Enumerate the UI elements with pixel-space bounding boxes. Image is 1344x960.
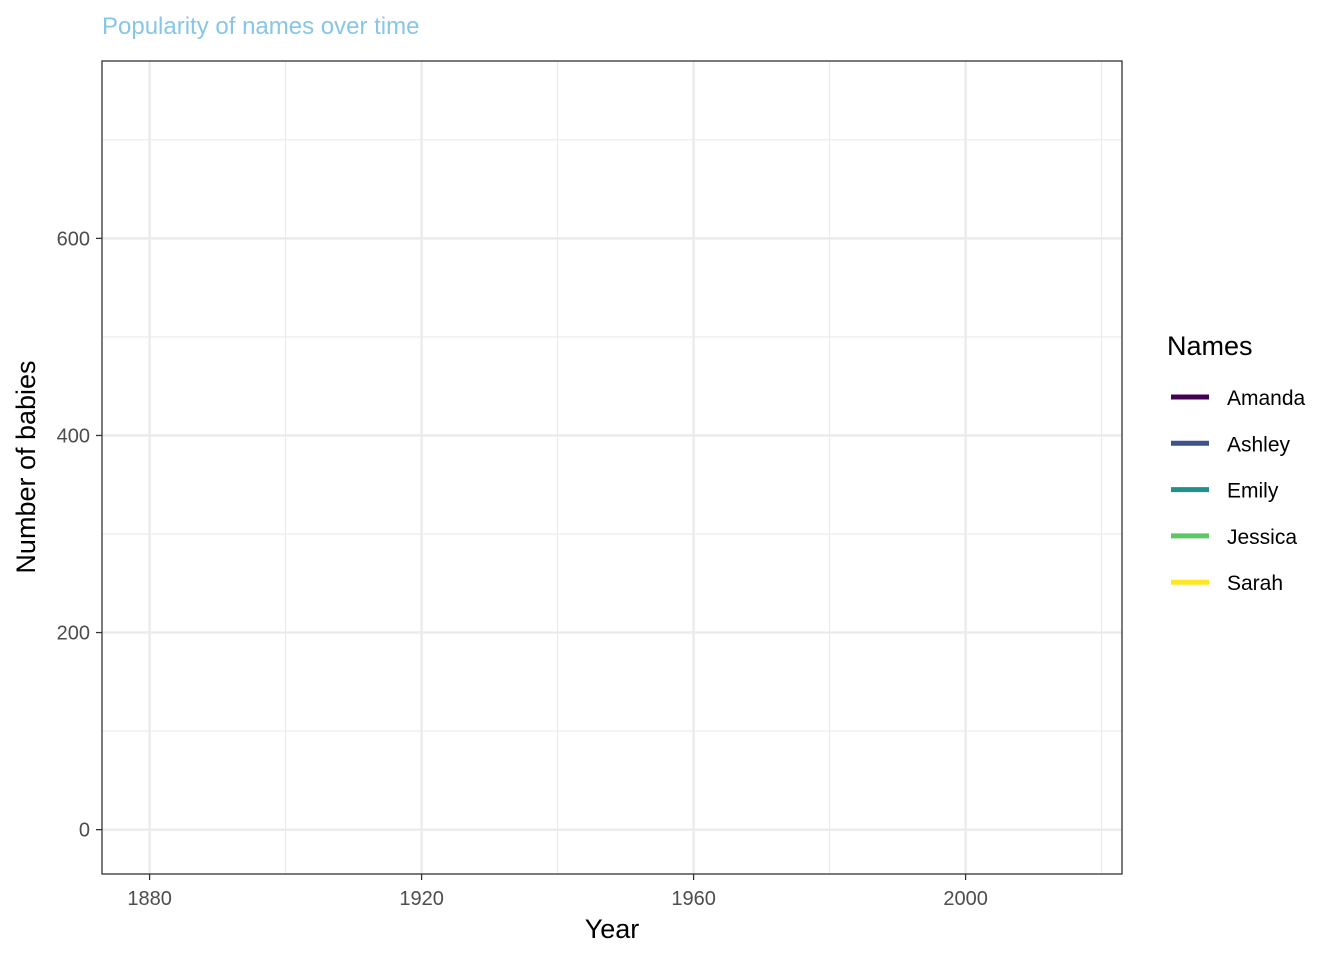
legend-title: Names [1167,331,1253,361]
y-axis: 0 200 400 600 [57,228,102,842]
x-tick-label: 1880 [127,888,172,910]
y-axis-title: Number of babies [11,360,41,573]
chart-title: Popularity of names over time [102,13,419,40]
y-tick-label: 200 [57,623,90,645]
y-tick-label: 400 [57,425,90,447]
legend-label-emily: Emily [1227,480,1279,503]
y-tick-label: 0 [79,820,90,842]
legend-label-sarah: Sarah [1227,572,1283,595]
legend-label-ashley: Ashley [1227,433,1291,456]
plot-background [102,61,1122,874]
legend: Names Amanda Ashley Emily Jessica Sarah [1167,331,1306,595]
x-axis: 1880 1920 1960 2000 [127,874,988,910]
minor-gridlines [102,61,1122,874]
y-tick-label: 600 [57,228,90,250]
x-tick-label: 1920 [399,888,444,910]
plot-border [101,60,1123,875]
major-gridlines [102,61,1122,874]
x-axis-title: Year [585,914,640,944]
legend-label-amanda: Amanda [1227,387,1306,410]
legend-label-jessica: Jessica [1227,526,1297,549]
x-tick-label: 1960 [671,888,716,910]
x-tick-label: 2000 [943,888,988,910]
